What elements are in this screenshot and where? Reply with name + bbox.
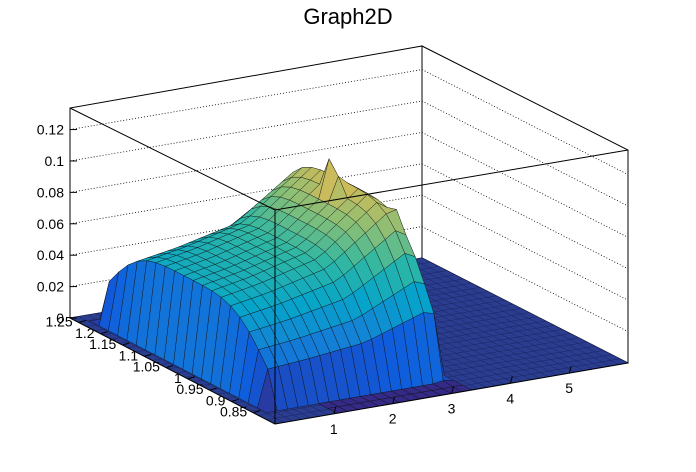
y-tick-label: 1.25 — [45, 314, 72, 330]
y-tick-label: 1.2 — [75, 325, 95, 341]
y-tick-label: 0.9 — [206, 392, 226, 408]
y-tick — [165, 365, 174, 369]
z-tick-label: 0 — [56, 310, 64, 326]
floor-grid-line — [395, 262, 602, 368]
y-tick-label: 1 — [174, 370, 182, 386]
surface-cell — [257, 369, 278, 413]
z-tick-label: 0.04 — [37, 247, 64, 263]
grid-line-z — [69, 69, 629, 175]
x-tick — [333, 406, 337, 414]
y-tick — [187, 376, 195, 380]
y-tick — [231, 398, 239, 402]
x-tick — [392, 396, 396, 404]
x-tick-label: 4 — [506, 390, 514, 406]
grid-line-z — [69, 163, 629, 270]
y-tick — [78, 320, 86, 323]
y-axis-line — [69, 317, 276, 425]
y-tick — [100, 331, 108, 335]
grid-line-z — [69, 131, 629, 238]
z-tick-label: 0.06 — [37, 216, 64, 232]
x-tick — [568, 366, 572, 374]
y-tick-label: 1.05 — [133, 359, 160, 375]
x-tick-label: 3 — [448, 401, 456, 417]
x-tick — [451, 386, 454, 394]
y-tick-label: 1.1 — [119, 347, 139, 363]
floor-grid-line — [404, 260, 611, 367]
y-tick-label: 1.15 — [89, 336, 116, 352]
grid-line-z — [69, 100, 629, 207]
z-tick-label: 0.08 — [37, 184, 64, 200]
x-tick-label: 5 — [565, 380, 573, 396]
z-tick-label: 0.12 — [37, 122, 64, 138]
y-tick — [253, 410, 261, 414]
z-tick-label: 0.02 — [37, 279, 64, 295]
x-tick-label: 2 — [389, 411, 397, 427]
y-tick-label: 0.85 — [220, 404, 247, 420]
floor-grid-line — [413, 259, 620, 365]
grid-line-z — [69, 226, 629, 332]
y-tick-label: 0.95 — [176, 381, 203, 397]
grid-line-z — [69, 194, 629, 301]
floor-grid-line — [78, 316, 284, 423]
y-tick — [209, 387, 217, 391]
floor-grid-line — [421, 257, 629, 364]
x-tick — [509, 376, 513, 384]
y-tick — [122, 342, 130, 346]
y-tick — [144, 353, 152, 357]
x-tick-label: 1 — [330, 421, 338, 437]
z-tick-label: 0.1 — [45, 153, 65, 169]
chart-title: Graph2D — [303, 4, 393, 29]
